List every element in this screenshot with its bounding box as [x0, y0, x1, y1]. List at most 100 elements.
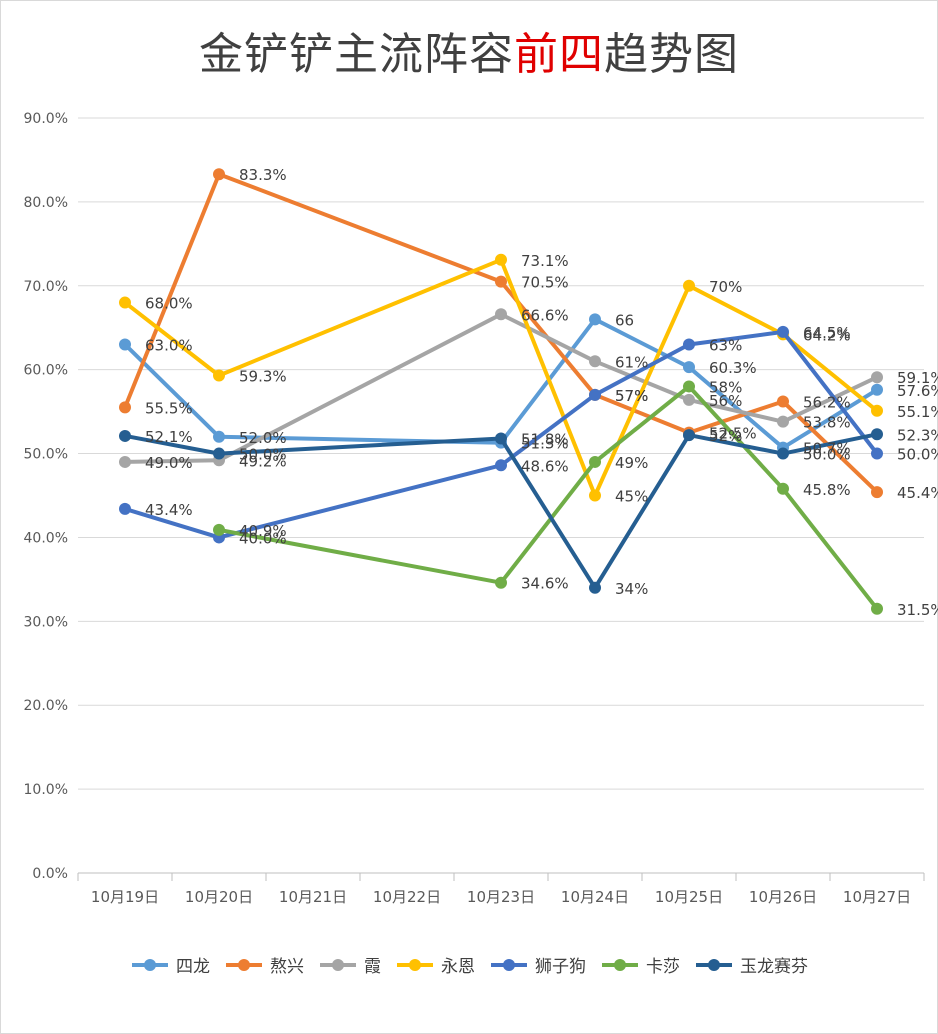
data-point: [871, 602, 883, 615]
data-label: 51.8%: [521, 430, 569, 448]
series-line: [123, 432, 879, 590]
x-tick-label: 10月26日: [749, 888, 817, 906]
chart-title: 金铲铲主流阵容前四趋势图: [0, 18, 938, 82]
data-label: 34%: [615, 580, 648, 598]
data-label: 57.6%: [897, 382, 938, 400]
data-label: 56.2%: [803, 394, 851, 412]
data-label: 64.2%: [803, 326, 851, 344]
data-point: [777, 447, 789, 460]
data-point: [213, 369, 225, 382]
data-label: 66.6%: [521, 306, 569, 324]
data-label: 48.6%: [521, 457, 569, 475]
data-label: 49.2%: [239, 452, 287, 470]
y-tick-label: 60.0%: [24, 363, 68, 379]
legend-swatch-marker: [144, 958, 156, 971]
data-label: 53.8%: [803, 414, 851, 432]
data-label: 45.8%: [803, 481, 851, 499]
data-point: [495, 576, 507, 589]
data-label: 45.4%: [897, 484, 938, 502]
legend-label: 狮子狗: [535, 957, 586, 977]
data-point: [589, 355, 601, 368]
data-label: 52.1%: [145, 428, 193, 446]
y-tick-label: 70.0%: [24, 279, 68, 295]
data-label: 52.3%: [897, 426, 938, 444]
data-label: 51.3%: [521, 435, 569, 453]
legend-item: 永恩: [395, 952, 475, 977]
data-label: 45%: [615, 488, 648, 506]
data-label: 59.3%: [239, 368, 287, 386]
data-label: 40.0%: [239, 529, 287, 547]
legend-swatch: [397, 958, 433, 971]
y-tick-label: 10.0%: [24, 782, 68, 798]
legend-label: 四龙: [176, 957, 210, 977]
legend-swatch-marker: [332, 958, 344, 971]
data-point: [871, 371, 883, 384]
legend-swatch: [132, 958, 168, 971]
data-point: [871, 383, 883, 396]
x-tick-label: 10月24日: [561, 888, 629, 906]
data-point: [589, 388, 601, 401]
legend-swatch-marker: [708, 958, 720, 971]
legend-swatch: [696, 958, 732, 971]
data-label: 64.5%: [803, 324, 851, 342]
series-line: [217, 384, 879, 611]
y-tick-label: 90.0%: [24, 111, 68, 127]
data-label: 50.0%: [803, 446, 851, 464]
y-tick-label: 50.0%: [24, 447, 68, 463]
data-label: 40.9%: [239, 522, 287, 540]
series-layer: [119, 168, 883, 615]
data-label: 52.5%: [709, 425, 757, 443]
label-layer: 63.0% 52.0% 51.3% 66 60.3% 50.7% 57.6% 55.5% 83.…: [145, 166, 938, 619]
legend-label: 永恩: [441, 957, 475, 977]
data-point: [683, 338, 695, 351]
data-point: [777, 415, 789, 428]
data-point: [213, 523, 225, 536]
x-tick-label: 10月20日: [185, 888, 253, 906]
data-label: 73.1%: [521, 252, 569, 270]
data-point: [119, 502, 131, 515]
y-tick-label: 40.0%: [24, 530, 68, 546]
data-point: [119, 338, 131, 351]
data-point: [119, 429, 131, 442]
data-point: [589, 313, 601, 326]
data-label: 66: [615, 311, 634, 329]
x-tick-label: 10月19日: [91, 888, 159, 906]
series-line: [123, 317, 879, 450]
data-label: 70%: [709, 278, 742, 296]
x-tick-label: 10月27日: [843, 888, 911, 906]
data-point: [213, 430, 225, 443]
data-label: 57%: [615, 387, 648, 405]
x-tick-label: 10月23日: [467, 888, 535, 906]
data-point: [683, 279, 695, 292]
legend-swatch-marker: [238, 958, 250, 971]
data-label: 50.7%: [803, 440, 851, 458]
data-label: 55.1%: [897, 403, 938, 421]
legend-swatch-marker: [614, 958, 626, 971]
data-label: 50.0%: [239, 446, 287, 464]
legend-label: 卡莎: [646, 957, 680, 977]
data-point: [119, 455, 131, 468]
data-label: 52%: [709, 427, 742, 445]
data-point: [777, 482, 789, 495]
legend-swatch-marker: [503, 958, 515, 971]
data-label: 31.5%: [897, 601, 938, 619]
data-label: 56%: [709, 392, 742, 410]
data-label: 49%: [615, 454, 648, 472]
data-point: [683, 361, 695, 374]
data-point: [213, 168, 225, 181]
y-tick-label: 30.0%: [24, 614, 68, 630]
data-point: [119, 401, 131, 414]
data-label: 63.0%: [145, 337, 193, 355]
legend-swatch: [320, 958, 356, 971]
data-label: 43.4%: [145, 501, 193, 519]
y-tick-label: 80.0%: [24, 195, 68, 211]
legend-swatch: [226, 958, 262, 971]
x-tick-label: 10月25日: [655, 888, 723, 906]
data-point: [683, 393, 695, 406]
data-label: 49.0%: [145, 454, 193, 472]
data-label: 68.0%: [145, 295, 193, 313]
legend-item: 霞: [318, 952, 381, 977]
data-point: [871, 447, 883, 460]
data-point: [495, 459, 507, 472]
